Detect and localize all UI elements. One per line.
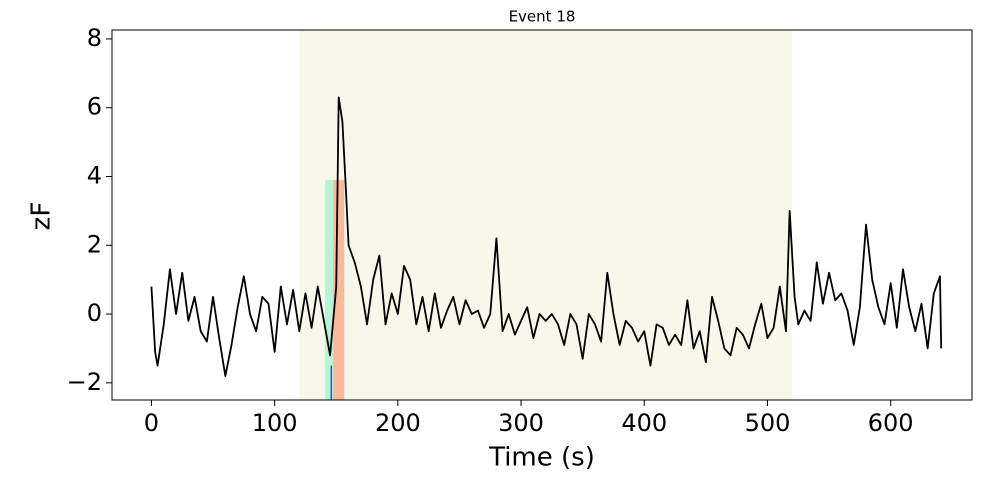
- y-tick-label: 8: [87, 24, 102, 52]
- x-tick-label: 500: [745, 409, 791, 437]
- x-tick-label: 400: [621, 409, 667, 437]
- y-axis-label: zF: [27, 202, 57, 231]
- highlight-span: [299, 30, 793, 400]
- x-axis-label: Time (s): [488, 443, 595, 473]
- x-tick-label: 300: [498, 409, 544, 437]
- y-tick-label: 6: [87, 93, 102, 121]
- y-tick-label: −2: [67, 368, 102, 396]
- highlight-span: [333, 179, 345, 400]
- x-tick-label: 600: [868, 409, 914, 437]
- x-tick-label: 200: [375, 409, 421, 437]
- x-tick-label: 100: [252, 409, 298, 437]
- line: [150, 96, 943, 377]
- chart-title: Event 18: [509, 8, 576, 26]
- plot-frame: [111, 29, 973, 401]
- y-tick-label: 0: [87, 299, 102, 327]
- highlight-span: [325, 179, 334, 400]
- x-tick-label: 0: [144, 409, 159, 437]
- y-tick-label: 4: [87, 161, 102, 189]
- y-tick-label: 2: [87, 230, 102, 258]
